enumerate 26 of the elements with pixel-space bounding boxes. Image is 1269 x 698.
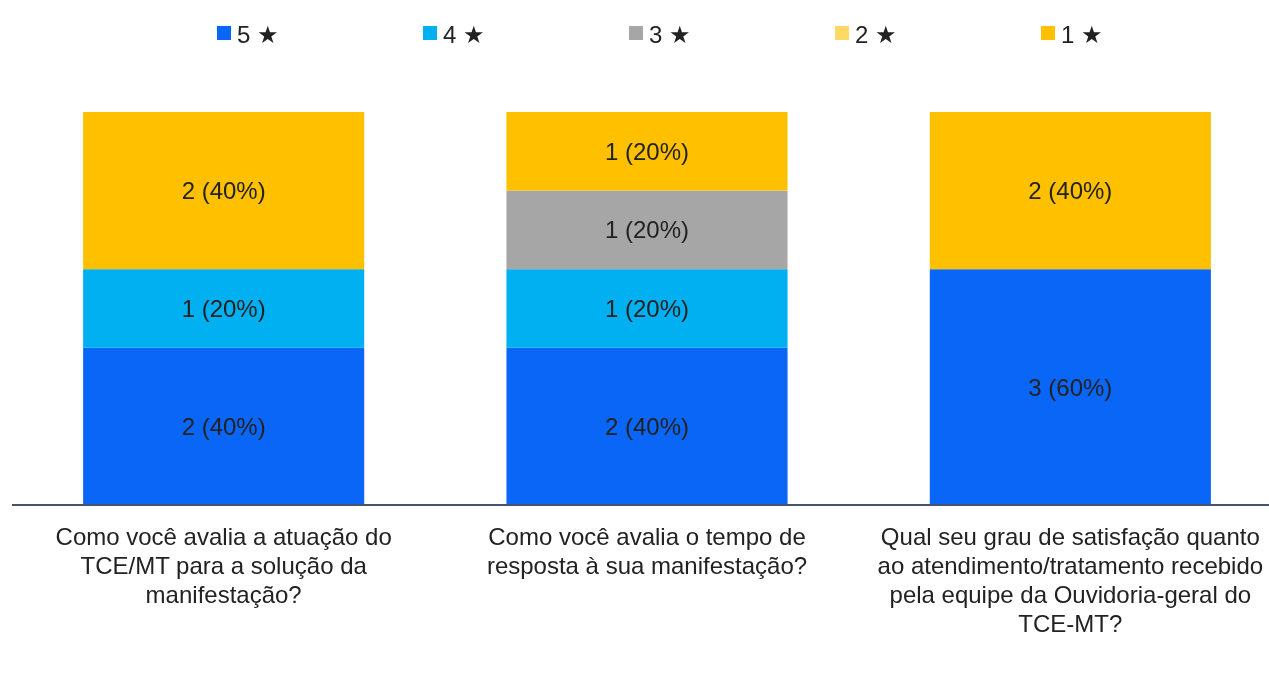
data-label: 1 (20%) [181, 295, 266, 322]
data-label: 2 (40%) [181, 177, 266, 205]
x-tick-label: Como você avalia o tempo de resposta à sua manifestação? [486, 523, 808, 579]
legend-label: 5 ★ [237, 20, 280, 48]
bar [83, 112, 365, 270]
bar [506, 347, 788, 505]
legend-label: 1 ★ [1061, 20, 1104, 48]
x-tick-label: Como você avalia a atuação do TCE/MT para a solução da manifestação? [55, 523, 392, 608]
bar [929, 269, 1211, 505]
data-label: 2 (40%) [604, 412, 690, 440]
bar [506, 190, 788, 270]
bar [83, 269, 365, 348]
bar [83, 347, 365, 505]
data-label: 1 (20%) [604, 216, 690, 244]
legend-label: 2 ★ [855, 20, 898, 48]
data-label: 2 (40%) [181, 412, 266, 440]
bar [506, 269, 788, 348]
data-label: 1 (20%) [604, 137, 690, 165]
bar [506, 112, 788, 191]
data-label: 1 (20%) [604, 295, 690, 322]
data-label: 2 (40%) [1028, 177, 1113, 205]
bar [929, 112, 1211, 270]
data-label: 3 (60%) [1028, 373, 1113, 401]
legend-label: 4 ★ [443, 20, 486, 48]
x-tick-label: Qual seu grau de satisfação quanto ao atendimento/tratamento recebido pela equipe da Ouvidoria-geral do TCE-MT? [877, 523, 1264, 637]
legend-label: 3 ★ [649, 20, 692, 48]
